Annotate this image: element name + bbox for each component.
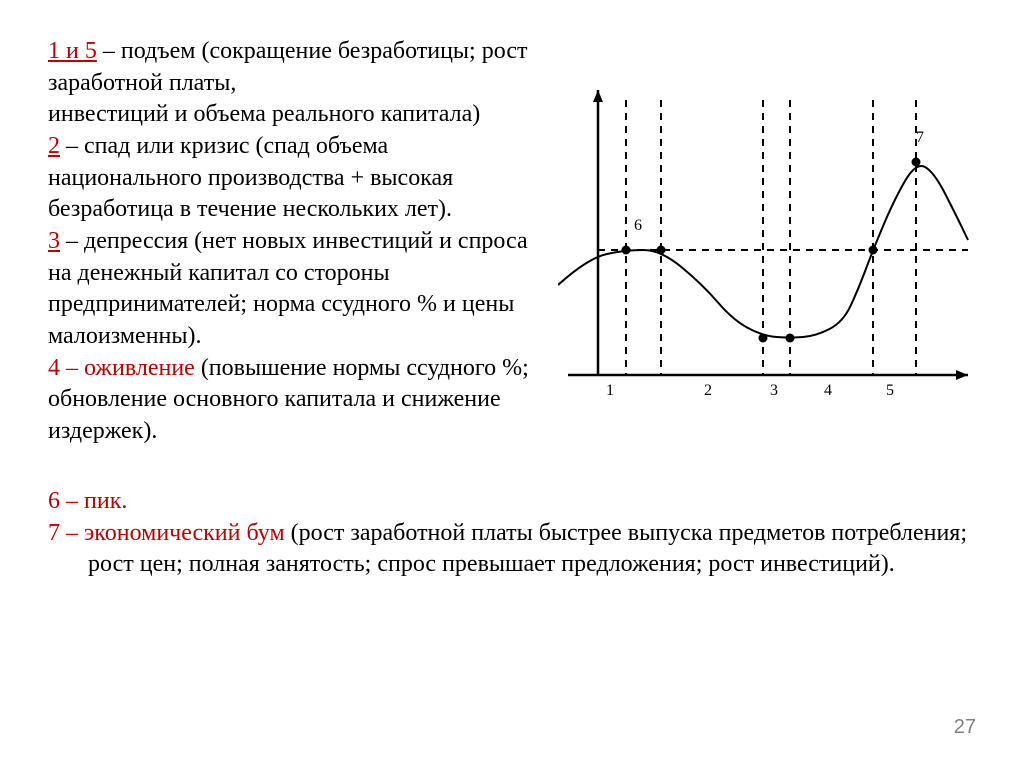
definitions-text: 1 и 5 – подъем (сокращение безработицы; … <box>48 36 548 448</box>
economic-cycle-chart: 6 7 1 2 3 4 5 <box>558 80 978 410</box>
definitions-text-lower: 6 – пик. 7 – экономический бум (рост зар… <box>48 486 968 581</box>
label-4: 4 – оживление <box>48 355 195 381</box>
text-2: – спад или кризис (спад объема националь… <box>48 133 453 222</box>
svg-text:1: 1 <box>606 382 614 399</box>
svg-text:6: 6 <box>634 217 642 234</box>
label-3: 3 <box>48 228 60 254</box>
label-2: 2 <box>48 133 60 159</box>
page: 1 и 5 – подъем (сокращение безработицы; … <box>0 0 1024 767</box>
text-3: – депрессия (нет новых инвестиций и спро… <box>48 228 528 349</box>
svg-text:3: 3 <box>770 382 778 399</box>
page-number: 27 <box>954 716 976 739</box>
svg-text:2: 2 <box>704 382 712 399</box>
label-7: 7 – экономический бум <box>48 520 285 546</box>
svg-text:5: 5 <box>886 382 894 399</box>
label-6: 6 – пик. <box>48 488 127 514</box>
svg-text:4: 4 <box>824 382 832 399</box>
svg-text:7: 7 <box>916 129 924 146</box>
text-1-5a: – подъем (сокращение безработицы; рост з… <box>48 38 527 96</box>
text-1-5b: инвестиций и объема реального капитала) <box>48 99 548 131</box>
label-1-5: 1 и 5 <box>48 38 97 64</box>
